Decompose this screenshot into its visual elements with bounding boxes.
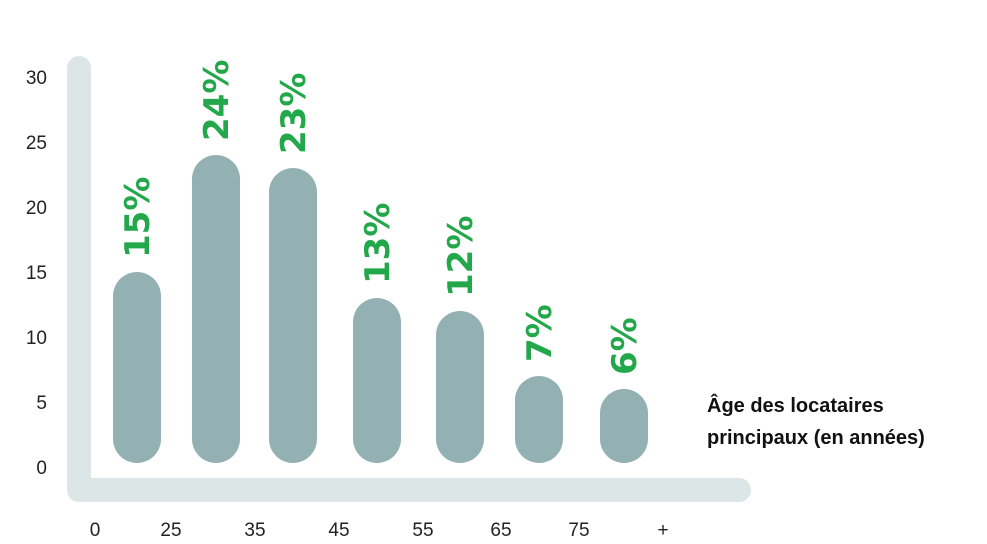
bar-value-label: 23% — [274, 73, 314, 154]
x-axis-ticks: 0 25 35 45 55 65 75 + — [90, 520, 669, 541]
x-tick-label: 45 — [328, 520, 349, 541]
bar-value-label: 13% — [358, 203, 398, 284]
y-tick-label: 15 — [26, 263, 47, 284]
bar-35-45 — [269, 168, 317, 463]
x-tick-label: 25 — [160, 520, 181, 541]
bar-value-label: 7% — [520, 304, 560, 362]
x-tick-label: 55 — [412, 520, 433, 541]
bar-45-55 — [353, 298, 401, 463]
bar-value-label: 24% — [197, 60, 237, 141]
bar-65-75 — [515, 376, 563, 463]
bar-0-25 — [113, 272, 161, 463]
bar-value-label: 15% — [118, 177, 158, 258]
chart-axes — [67, 56, 751, 502]
y-tick-label: 25 — [26, 133, 47, 154]
y-axis-ticks: 0 5 10 15 20 25 30 — [26, 68, 47, 479]
x-axis-title-line-1: Âge des locataires — [707, 393, 884, 417]
y-tick-label: 10 — [26, 328, 47, 349]
y-tick-label: 30 — [26, 68, 47, 89]
bar-25-35 — [192, 155, 240, 463]
x-tick-label: 0 — [90, 520, 101, 541]
x-tick-label: 75 — [568, 520, 589, 541]
x-tick-label: + — [657, 520, 668, 541]
x-axis-title-line-2: principaux (en années) — [707, 427, 925, 449]
bar-value-label: 12% — [441, 216, 481, 297]
x-axis-band — [67, 478, 751, 502]
x-tick-label: 65 — [490, 520, 511, 541]
x-tick-label: 35 — [244, 520, 265, 541]
bar-value-label: 6% — [605, 317, 645, 375]
bar-value-labels: 15% 24% 23% 13% 12% 7% 6% — [118, 60, 645, 375]
bar-55-65 — [436, 311, 484, 463]
bars — [113, 155, 648, 463]
y-tick-label: 0 — [36, 458, 47, 479]
bar-75+ — [600, 389, 648, 463]
y-tick-label: 5 — [36, 393, 47, 414]
y-tick-label: 20 — [26, 198, 47, 219]
y-axis-band — [67, 56, 91, 502]
